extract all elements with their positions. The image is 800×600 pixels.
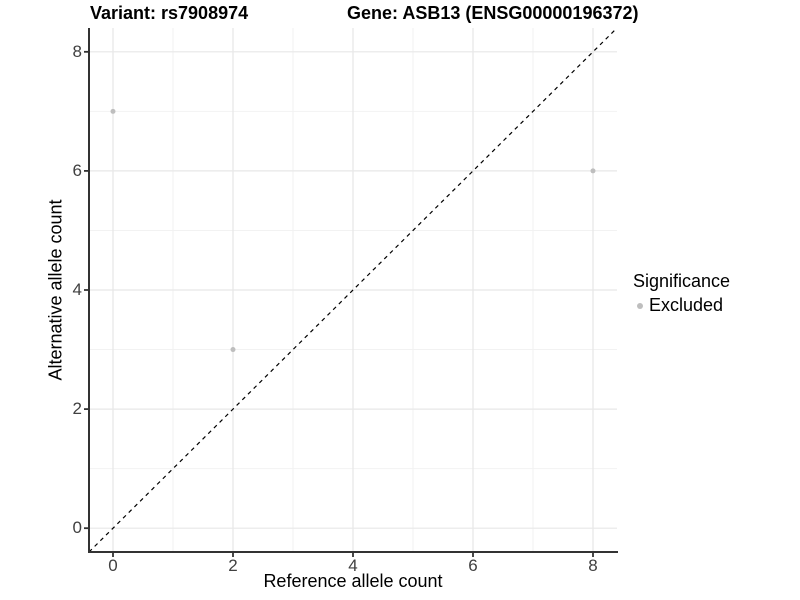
plot-panel <box>84 27 618 557</box>
plot-title-variant: Variant: rs7908974 <box>90 3 249 23</box>
x-axis-title: Reference allele count <box>263 571 443 591</box>
x-tick-label: 8 <box>588 556 598 575</box>
x-tick-label: 0 <box>108 556 118 575</box>
data-point <box>590 168 596 174</box>
plot-title-gene: Gene: ASB13 (ENSG00000196372) <box>347 3 639 23</box>
x-tick-label: 6 <box>468 556 478 575</box>
y-axis-tick-labels: 0 2 4 6 8 <box>40 28 82 552</box>
identity-dashed-line <box>88 27 618 553</box>
data-point <box>110 108 116 114</box>
legend-item-excluded: Excluded <box>630 295 730 316</box>
plot-area <box>84 27 618 557</box>
y-tick-label: 4 <box>72 280 82 299</box>
data-point <box>230 347 236 353</box>
y-tick-label: 0 <box>72 518 82 538</box>
legend-title: Significance <box>633 271 731 291</box>
x-axis-tick-labels: 0 2 4 6 8 <box>89 556 617 576</box>
x-tick-label: 4 <box>348 556 358 575</box>
y-tick-label: 6 <box>72 160 82 180</box>
excluded-point-icon <box>637 302 643 309</box>
legend: Significance Excluded <box>630 271 730 316</box>
legend-item-label: Excluded <box>649 295 724 315</box>
y-tick-label: 2 <box>72 399 82 419</box>
y-tick-label: 8 <box>72 41 82 61</box>
x-tick-label: 2 <box>228 556 238 575</box>
